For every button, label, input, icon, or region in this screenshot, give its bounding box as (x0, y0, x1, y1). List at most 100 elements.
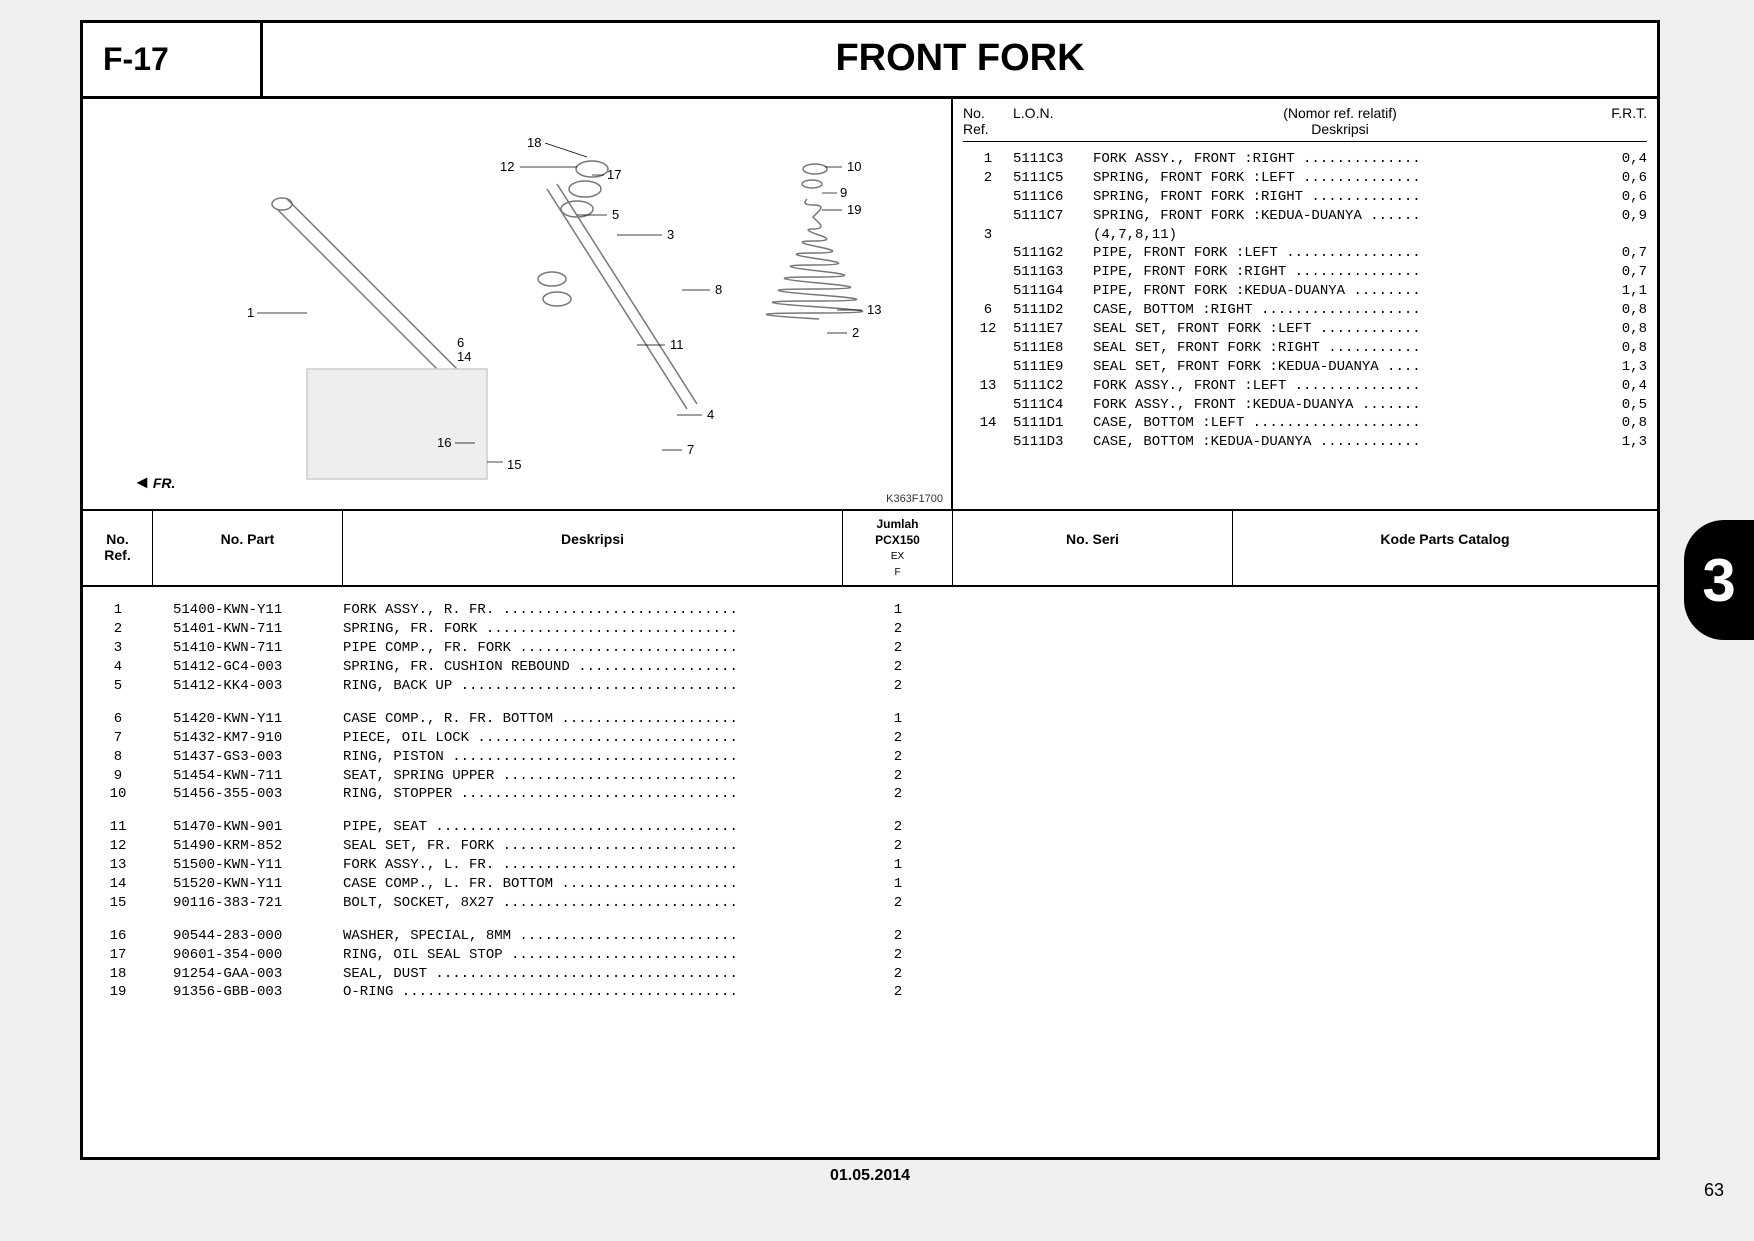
parts-cell-qty: 2 (843, 729, 953, 748)
parts-cell-kode (1233, 748, 1657, 767)
svg-text:19: 19 (847, 202, 861, 217)
parts-cell-qty: 2 (843, 748, 953, 767)
parts-cell-ref: 19 (83, 983, 153, 1002)
parts-cell-ref: 15 (83, 894, 153, 913)
parts-cell-partno: 51400-KWN-Y11 (153, 601, 343, 620)
lon-cell-ref: 1 (963, 150, 1013, 169)
parts-cell-partno: 51420-KWN-Y11 (153, 710, 343, 729)
parts-cell-kode (1233, 729, 1657, 748)
parts-row: 951454-KWN-711SEAT, SPRING UPPER .......… (83, 767, 1657, 786)
svg-text:1: 1 (247, 305, 254, 320)
parts-cell-seri (953, 837, 1233, 856)
parts-cell-desc: FORK ASSY., R. FR. .....................… (343, 601, 843, 620)
parts-cell-seri (953, 658, 1233, 677)
lon-row: 15111C3FORK ASSY., FRONT :RIGHT ........… (963, 150, 1647, 169)
lon-cell-frt: 0,7 (1597, 244, 1647, 263)
parts-cell-partno: 51437-GS3-003 (153, 748, 343, 767)
lon-header-desc-top: (Nomor ref. relatif) (1283, 105, 1397, 121)
parts-row: 1590116-383-721BOLT, SOCKET, 8X27 ......… (83, 894, 1657, 913)
lon-cell-desc: SEAL SET, FRONT FORK :RIGHT ........... (1093, 339, 1597, 358)
parts-cell-kode (1233, 965, 1657, 984)
lon-row: 5111E9SEAL SET, FRONT FORK :KEDUA-DUANYA… (963, 358, 1647, 377)
lon-row: 5111C6SPRING, FRONT FORK :RIGHT ........… (963, 188, 1647, 207)
page-title: FRONT FORK (263, 23, 1657, 96)
th-qty: Jumlah PCX150 EX F (843, 511, 953, 585)
parts-cell-partno: 51454-KWN-711 (153, 767, 343, 786)
lon-cell-desc: CASE, BOTTOM :RIGHT ................... (1093, 301, 1597, 320)
th-part: No. Part (153, 511, 343, 585)
parts-cell-partno: 51470-KWN-901 (153, 818, 343, 837)
parts-row: 1151470-KWN-901PIPE, SEAT ..............… (83, 818, 1657, 837)
lon-cell-desc: PIPE, FRONT FORK :RIGHT ............... (1093, 263, 1597, 282)
parts-cell-kode (1233, 946, 1657, 965)
parts-cell-ref: 1 (83, 601, 153, 620)
svg-text:2: 2 (852, 325, 859, 340)
parts-cell-partno: 51410-KWN-711 (153, 639, 343, 658)
section-code: F-17 (83, 23, 263, 96)
svg-text:10: 10 (847, 159, 861, 174)
th-desc: Deskripsi (343, 511, 843, 585)
lon-table: No.Ref. L.O.N. (Nomor ref. relatif) Desk… (953, 99, 1657, 509)
lon-row: 65111D2CASE, BOTTOM :RIGHT .............… (963, 301, 1647, 320)
parts-group-gap (83, 804, 1657, 818)
lon-cell-ref (963, 244, 1013, 263)
parts-row: 1891254-GAA-003SEAL, DUST ..............… (83, 965, 1657, 984)
parts-cell-desc: PIPE, SEAT .............................… (343, 818, 843, 837)
lon-cell-ref (963, 396, 1013, 415)
lon-cell-lon: 5111D2 (1013, 301, 1093, 320)
parts-cell-seri (953, 767, 1233, 786)
parts-cell-seri (953, 983, 1233, 1002)
lon-cell-desc: SPRING, FRONT FORK :LEFT .............. (1093, 169, 1597, 188)
lon-cell-frt: 0,5 (1597, 396, 1647, 415)
lon-header-lon: L.O.N. (1013, 105, 1093, 137)
lon-row: 3(4,7,8,11) (963, 226, 1647, 245)
lon-cell-desc: SPRING, FRONT FORK :KEDUA-DUANYA ...... (1093, 207, 1597, 226)
lon-row: 5111D3CASE, BOTTOM :KEDUA-DUANYA .......… (963, 433, 1647, 452)
parts-cell-ref: 10 (83, 785, 153, 804)
lon-cell-lon: 5111C3 (1013, 150, 1093, 169)
lon-row: 135111C2FORK ASSY., FRONT :LEFT ........… (963, 377, 1647, 396)
lon-cell-lon: 5111G4 (1013, 282, 1093, 301)
parts-cell-partno: 91254-GAA-003 (153, 965, 343, 984)
lon-cell-lon: 5111C4 (1013, 396, 1093, 415)
diagram-placeholder: 1 2 3 4 5 6 7 8 9 10 11 12 13 14 (83, 99, 951, 509)
parts-row: 751432-KM7-910PIECE, OIL LOCK ..........… (83, 729, 1657, 748)
lon-cell-lon: 5111D1 (1013, 414, 1093, 433)
parts-row: 1351500-KWN-Y11FORK ASSY., L. FR. ......… (83, 856, 1657, 875)
lon-cell-desc: PIPE, FRONT FORK :KEDUA-DUANYA ........ (1093, 282, 1597, 301)
parts-cell-seri (953, 639, 1233, 658)
parts-cell-ref: 7 (83, 729, 153, 748)
svg-text:3: 3 (667, 227, 674, 242)
parts-row: 651420-KWN-Y11CASE COMP., R. FR. BOTTOM … (83, 710, 1657, 729)
parts-row: 1790601-354-000RING, OIL SEAL STOP .....… (83, 946, 1657, 965)
parts-row: 1991356-GBB-003O-RING ..................… (83, 983, 1657, 1002)
lon-cell-frt: 1,3 (1597, 358, 1647, 377)
lon-row: 5111C7SPRING, FRONT FORK :KEDUA-DUANYA .… (963, 207, 1647, 226)
parts-cell-desc: PIPE COMP., FR. FORK ...................… (343, 639, 843, 658)
parts-cell-kode (1233, 767, 1657, 786)
parts-cell-seri (953, 894, 1233, 913)
parts-cell-partno: 90601-354-000 (153, 946, 343, 965)
parts-cell-partno: 51412-KK4-003 (153, 677, 343, 696)
lon-cell-desc: SEAL SET, FRONT FORK :LEFT ............ (1093, 320, 1597, 339)
svg-text:15: 15 (507, 457, 521, 472)
lon-cell-desc: SPRING, FRONT FORK :RIGHT ............. (1093, 188, 1597, 207)
parts-cell-seri (953, 946, 1233, 965)
lon-cell-lon (1013, 226, 1093, 245)
parts-cell-desc: WASHER, SPECIAL, 8MM ...................… (343, 927, 843, 946)
lon-cell-frt: 0,7 (1597, 263, 1647, 282)
lon-cell-ref (963, 263, 1013, 282)
parts-cell-kode (1233, 983, 1657, 1002)
lon-cell-lon: 5111D3 (1013, 433, 1093, 452)
parts-cell-desc: CASE COMP., L. FR. BOTTOM ..............… (343, 875, 843, 894)
lon-cell-frt: 0,6 (1597, 169, 1647, 188)
th-seri: No. Seri (953, 511, 1233, 585)
lon-row: 5111G4PIPE, FRONT FORK :KEDUA-DUANYA ...… (963, 282, 1647, 301)
parts-cell-qty: 2 (843, 946, 953, 965)
section-tab: 3 (1684, 520, 1754, 640)
lon-cell-frt (1597, 226, 1647, 245)
lon-cell-desc: SEAL SET, FRONT FORK :KEDUA-DUANYA .... (1093, 358, 1597, 377)
parts-cell-desc: SEAT, SPRING UPPER .....................… (343, 767, 843, 786)
parts-cell-desc: RING, STOPPER ..........................… (343, 785, 843, 804)
parts-cell-ref: 18 (83, 965, 153, 984)
